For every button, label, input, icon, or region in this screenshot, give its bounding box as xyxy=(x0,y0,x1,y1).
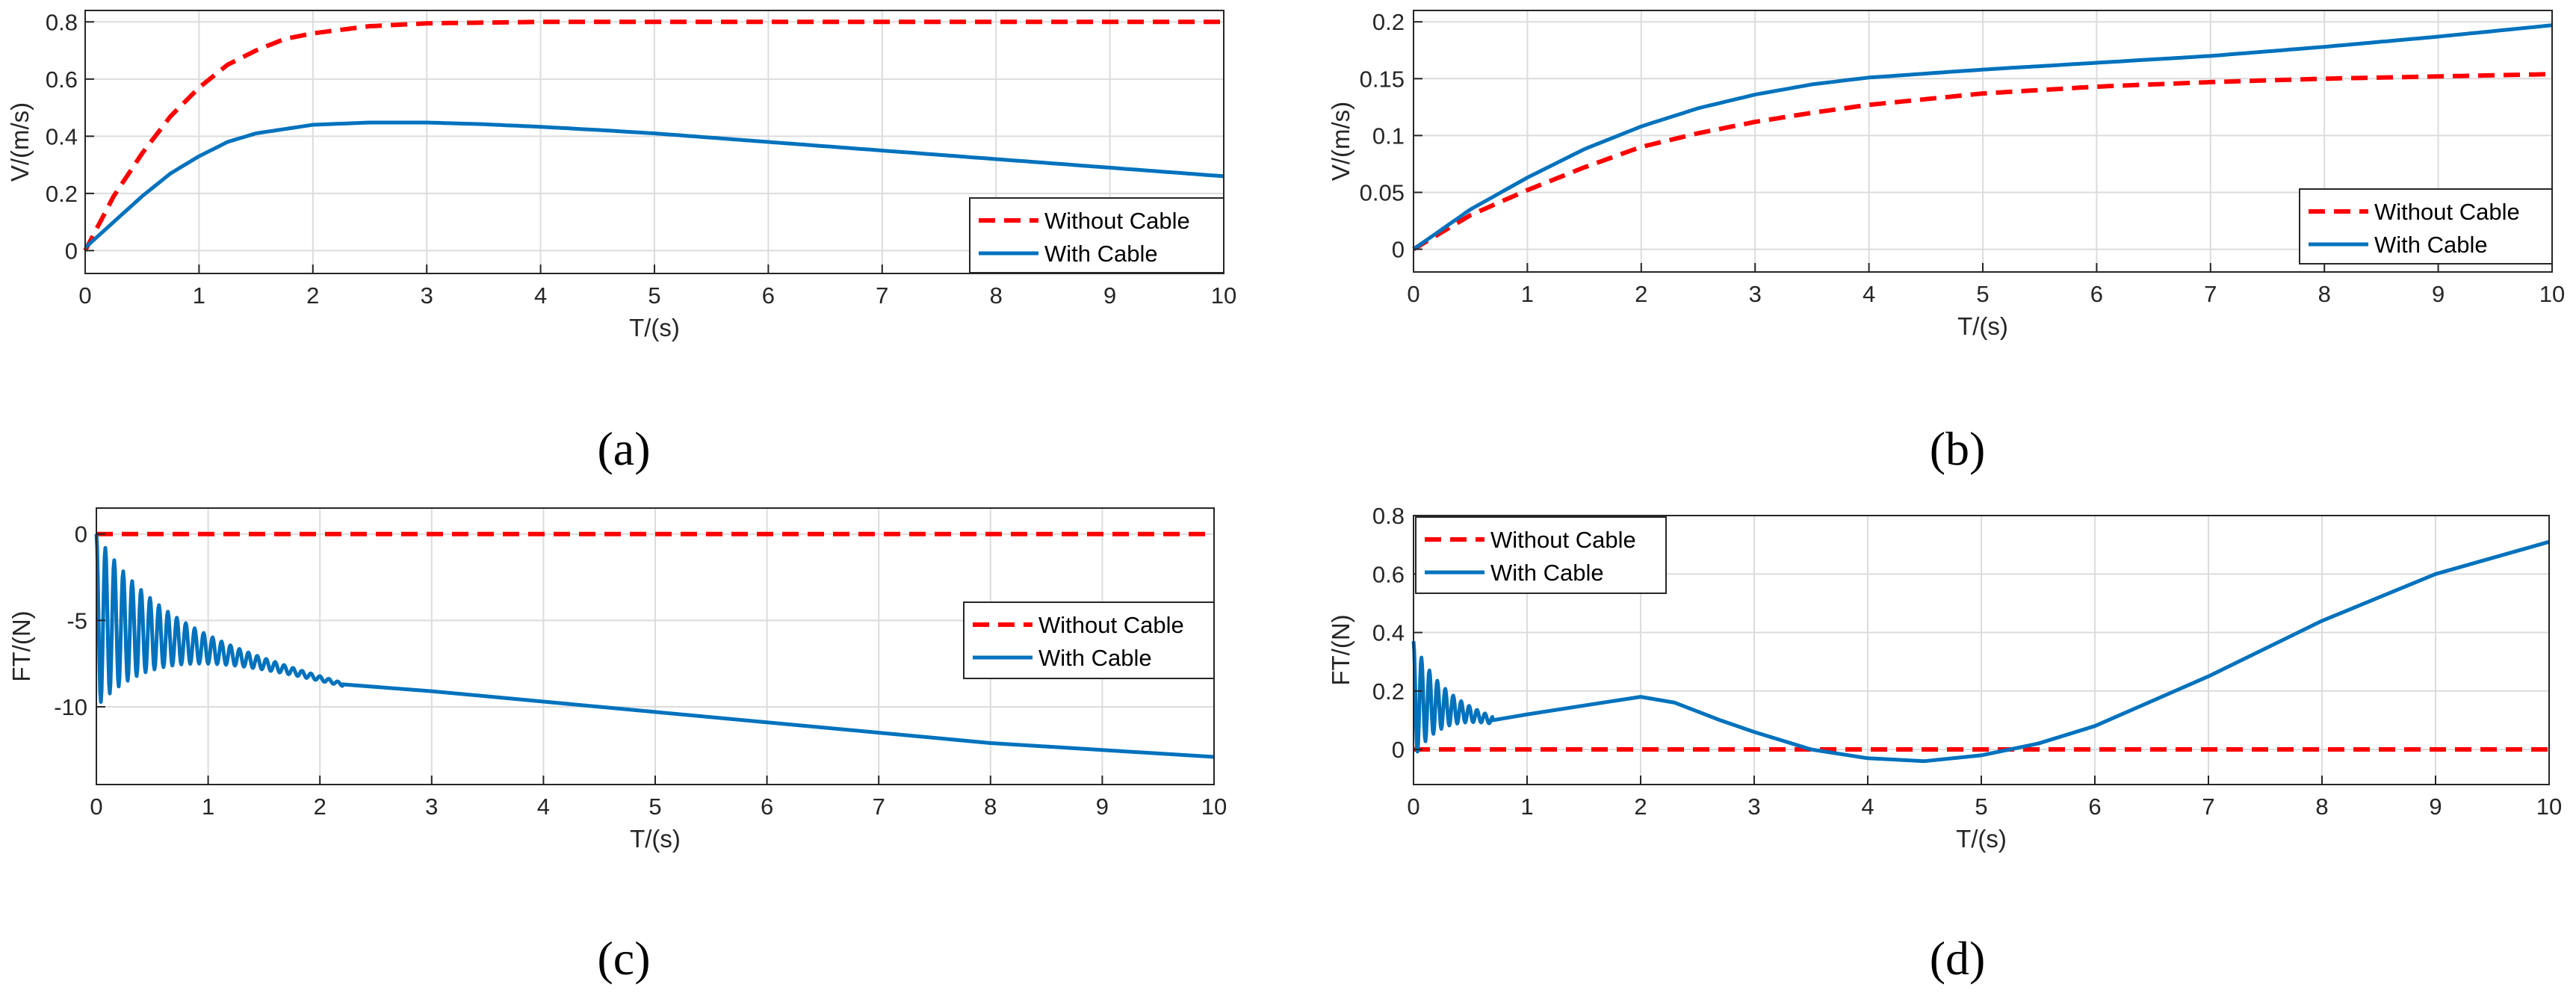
x-tick-label: 4 xyxy=(534,282,547,309)
legend-label: Without Cable xyxy=(1038,612,1184,638)
y-tick-label: 0.05 xyxy=(1360,179,1405,205)
series-with-cable xyxy=(1411,539,2550,764)
y-axis-label: FT/(N) xyxy=(1327,614,1354,685)
x-tick-label: 8 xyxy=(990,282,1003,309)
y-tick-label: 0.2 xyxy=(46,181,78,207)
x-tick-label: 6 xyxy=(762,282,775,309)
x-tick-label: 2 xyxy=(306,282,319,309)
x-tick-label: 0 xyxy=(1407,794,1419,820)
x-tick-label: 2 xyxy=(314,794,326,820)
series-with-cable xyxy=(84,120,1224,250)
x-tick-label: 6 xyxy=(2088,794,2101,820)
x-tick-label: 3 xyxy=(1749,281,1762,307)
legend-label: Without Cable xyxy=(1490,527,1636,553)
x-tick-label: 1 xyxy=(193,282,205,309)
x-tick-label: 5 xyxy=(648,282,660,309)
chart-caption: (a) xyxy=(597,422,650,475)
x-tick-label: 4 xyxy=(1863,281,1875,307)
x-tick-label: 9 xyxy=(2429,794,2442,820)
x-tick-label: 1 xyxy=(202,794,214,820)
y-tick-label: 0.6 xyxy=(46,66,78,93)
y-tick-label: 0.4 xyxy=(1372,620,1405,646)
x-tick-label: 5 xyxy=(1975,794,1987,820)
legend-label: With Cable xyxy=(1038,645,1152,671)
x-tick-label: 8 xyxy=(2315,794,2328,820)
x-tick-label: 10 xyxy=(2536,794,2562,820)
legend-box xyxy=(2299,188,2553,265)
x-tick-label: 9 xyxy=(1103,282,1116,309)
x-tick-label: 7 xyxy=(876,282,888,309)
y-tick-label: 0.8 xyxy=(46,9,78,35)
x-axis-label: T/(s) xyxy=(629,314,680,341)
x-tick-label: 7 xyxy=(873,794,885,820)
y-tick-label: 0.8 xyxy=(1372,503,1405,529)
x-tick-label: 0 xyxy=(90,794,102,820)
x-tick-label: 5 xyxy=(648,794,661,820)
x-tick-label: 3 xyxy=(1747,794,1760,820)
x-tick-label: 10 xyxy=(1201,794,1227,820)
series-with-cable xyxy=(1412,23,2553,251)
x-tick-label: 7 xyxy=(2202,794,2214,820)
chart-a: 0 1 2 3 4 5 6 7 8 9 10 0 0.2 0.4 0.6 0.8 T/(s) V/(m/s) Wit… xyxy=(6,9,1236,475)
y-tick-label: 0.4 xyxy=(46,123,78,149)
y-tick-label: -5 xyxy=(66,607,87,634)
y-tick-label: 0 xyxy=(65,238,78,264)
x-axis-label: T/(s) xyxy=(1957,312,2008,340)
x-tick-label: 0 xyxy=(78,282,91,309)
x-tick-label: 10 xyxy=(2539,281,2565,307)
legend-label: With Cable xyxy=(1490,560,1604,586)
chart-caption: (c) xyxy=(597,932,650,985)
x-tick-label: 1 xyxy=(1520,794,1533,820)
x-tick-label: 6 xyxy=(761,794,773,820)
x-tick-label: 6 xyxy=(2090,281,2103,307)
legend-box xyxy=(969,197,1224,273)
chart-caption: (d) xyxy=(1930,932,1986,985)
x-tick-label: 3 xyxy=(421,282,433,309)
chart-c: 0 1 2 3 4 5 6 7 8 9 10 -10 -5 0 T/(s) FT/(N) Without Cab… xyxy=(7,507,1227,985)
y-tick-label: -10 xyxy=(54,694,87,720)
x-tick-label: 1 xyxy=(1521,281,1534,307)
x-axis-label: T/(s) xyxy=(1956,825,2007,853)
x-tick-label: 8 xyxy=(984,794,997,820)
x-tick-label: 0 xyxy=(1407,281,1419,307)
y-tick-label: 0 xyxy=(1392,737,1405,763)
x-tick-label: 9 xyxy=(1096,794,1109,820)
x-tick-label: 8 xyxy=(2318,281,2331,307)
x-tick-label: 2 xyxy=(1635,281,1647,307)
chart-caption: (b) xyxy=(1930,422,1986,475)
x-tick-label: 9 xyxy=(2432,281,2445,307)
legend-label: Without Cable xyxy=(1044,208,1190,234)
y-tick-label: 0.2 xyxy=(1372,678,1405,705)
y-tick-label: 0.1 xyxy=(1372,123,1405,149)
legend-box xyxy=(1415,516,1667,594)
y-tick-label: 0 xyxy=(75,522,87,548)
y-tick-label: 0 xyxy=(1392,237,1405,263)
series-with-cable xyxy=(94,533,1215,759)
x-tick-label: 2 xyxy=(1634,794,1647,820)
legend-label: With Cable xyxy=(2374,232,2488,258)
x-tick-label: 4 xyxy=(1861,794,1874,820)
x-tick-label: 3 xyxy=(425,794,438,820)
x-tick-label: 4 xyxy=(537,794,550,820)
legend-box xyxy=(963,601,1215,679)
y-tick-label: 0.6 xyxy=(1372,561,1405,587)
x-tick-label: 10 xyxy=(1211,282,1236,309)
series-without-cable xyxy=(1412,72,2553,252)
legend-label: Without Cable xyxy=(2374,199,2520,225)
series-without-cable xyxy=(83,19,1224,252)
chart-b: 0 1 2 3 4 5 6 7 8 9 10 0 0.05 0.1 0.15 0.2 T/(s) V/(m/s) W… xyxy=(1327,9,2565,475)
y-tick-label: 0.15 xyxy=(1360,66,1405,92)
y-tick-label: 0.2 xyxy=(1372,9,1405,35)
x-tick-label: 7 xyxy=(2204,281,2217,307)
legend-label: With Cable xyxy=(1044,241,1158,267)
chart-d: 0 1 2 3 4 5 6 7 8 9 10 0 0.2 0.4 0.6 0.8 T/(s) FT/(N) With… xyxy=(1327,503,2562,985)
x-axis-label: T/(s) xyxy=(630,825,681,853)
y-axis-label: FT/(N) xyxy=(7,610,35,681)
y-axis-label: V/(m/s) xyxy=(6,102,34,182)
x-tick-label: 5 xyxy=(1976,281,1989,307)
y-axis-label: V/(m/s) xyxy=(1327,102,1354,181)
